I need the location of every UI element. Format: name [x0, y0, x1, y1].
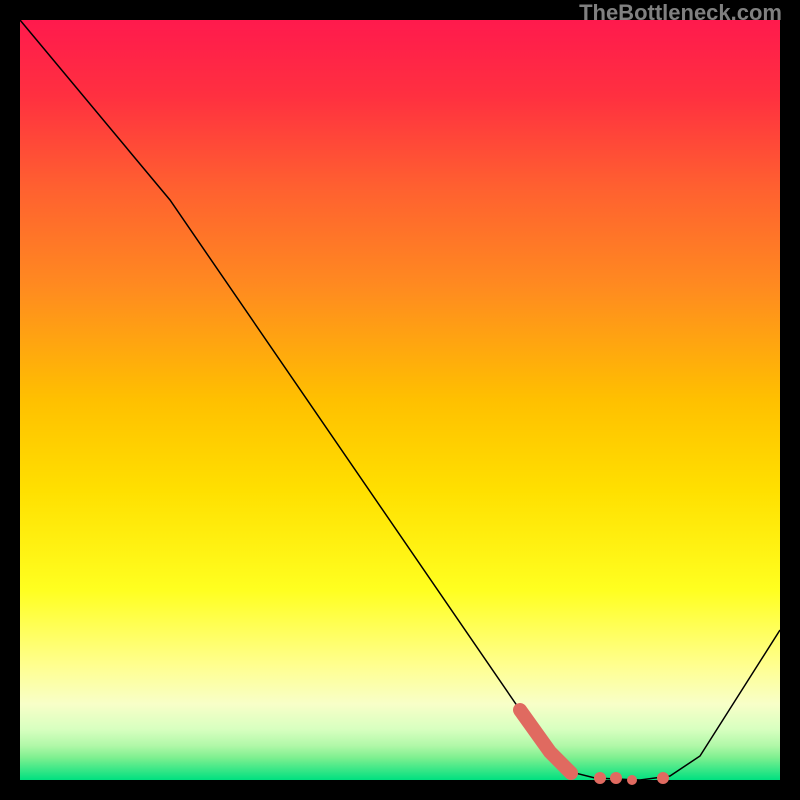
plot-area [20, 20, 780, 780]
chart-overlay [20, 20, 780, 780]
highlight-dots [594, 772, 669, 785]
highlight-dot [657, 772, 669, 784]
main-curve [20, 20, 780, 780]
watermark-text: TheBottleneck.com [579, 0, 782, 26]
highlight-dot [610, 772, 622, 784]
highlight-dot [627, 775, 637, 785]
highlight-segment [520, 710, 571, 773]
highlight-dot [594, 772, 606, 784]
chart-container: TheBottleneck.com [0, 0, 800, 800]
